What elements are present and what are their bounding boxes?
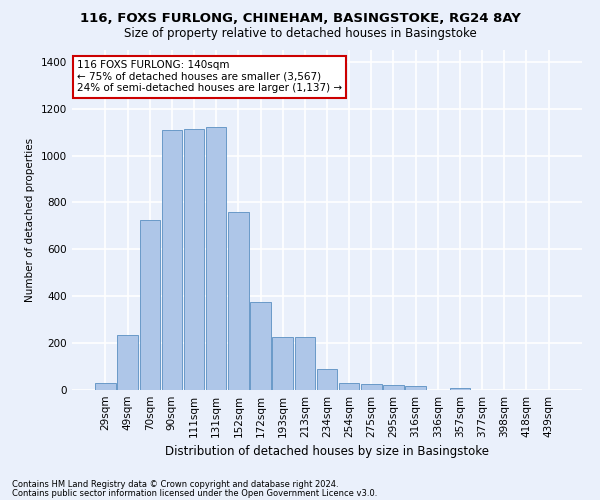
Bar — [95, 383, 116, 390]
Bar — [118, 335, 138, 390]
Text: 116 FOXS FURLONG: 140sqm
← 75% of detached houses are smaller (3,567)
24% of sem: 116 FOXS FURLONG: 140sqm ← 75% of detach… — [77, 60, 342, 94]
Bar — [406, 386, 426, 390]
Bar — [383, 386, 404, 390]
Text: Contains public sector information licensed under the Open Government Licence v3: Contains public sector information licen… — [12, 488, 377, 498]
Bar — [295, 337, 315, 390]
Y-axis label: Number of detached properties: Number of detached properties — [25, 138, 35, 302]
Bar — [140, 220, 160, 390]
Bar — [272, 337, 293, 390]
Bar — [361, 384, 382, 390]
Bar — [339, 383, 359, 390]
Bar — [450, 388, 470, 390]
Text: 116, FOXS FURLONG, CHINEHAM, BASINGSTOKE, RG24 8AY: 116, FOXS FURLONG, CHINEHAM, BASINGSTOKE… — [80, 12, 520, 26]
Bar — [228, 212, 248, 390]
Bar — [317, 369, 337, 390]
X-axis label: Distribution of detached houses by size in Basingstoke: Distribution of detached houses by size … — [165, 446, 489, 458]
Bar — [250, 302, 271, 390]
Bar — [184, 128, 204, 390]
Bar — [161, 130, 182, 390]
Text: Size of property relative to detached houses in Basingstoke: Size of property relative to detached ho… — [124, 28, 476, 40]
Bar — [206, 128, 226, 390]
Text: Contains HM Land Registry data © Crown copyright and database right 2024.: Contains HM Land Registry data © Crown c… — [12, 480, 338, 489]
